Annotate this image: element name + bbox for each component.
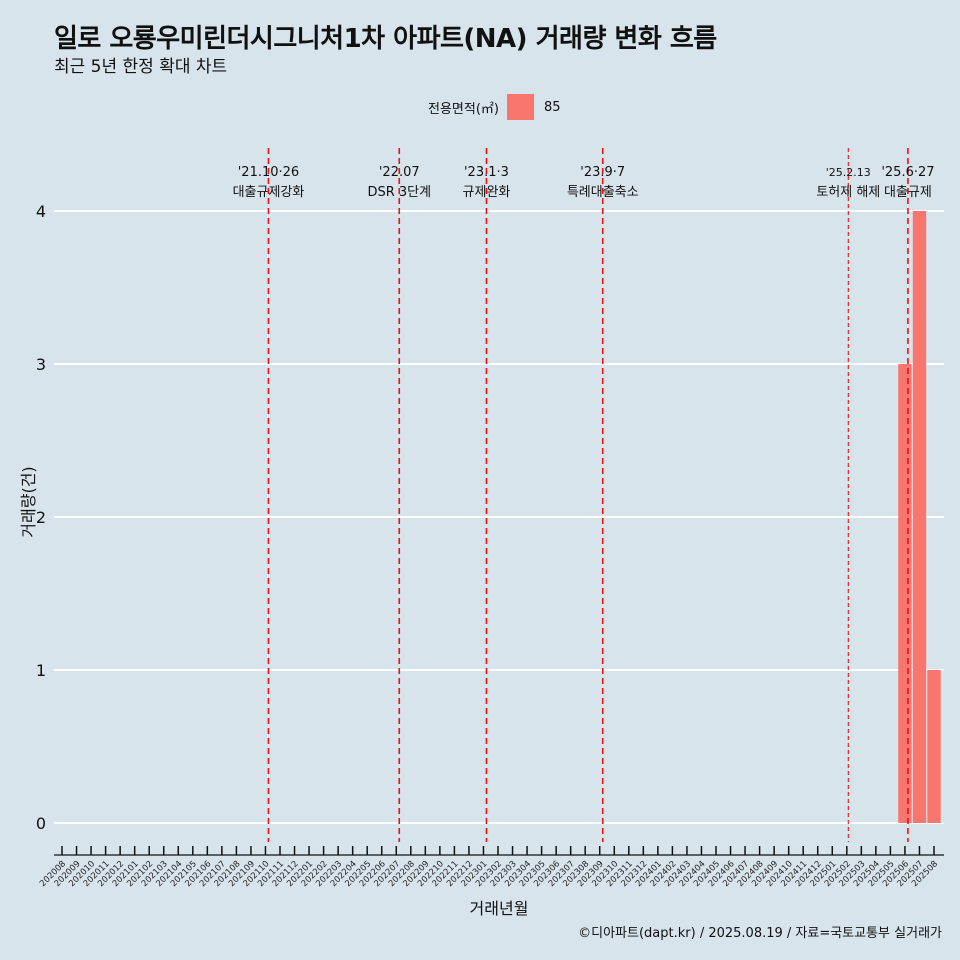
chart-title: 일로 오룡우미린더시그니처1차 아파트(NA) 거래량 변화 흐름 [54,24,717,54]
event-date: '22.07 [379,165,420,180]
event-date: '25.6·27 [881,165,934,180]
legend-title: 전용면적(㎡) [428,101,499,117]
event-label: 토허제 해제 [816,185,880,200]
y-tick-label: 3 [36,355,46,374]
event-date: '25.2.13 [826,166,871,179]
event-label: DSR 3단계 [367,185,431,200]
event-date: '21.10·26 [238,165,299,180]
legend-item-label: 85 [543,99,561,115]
bar [927,670,941,823]
bar [912,211,927,823]
y-tick-label: 0 [36,814,46,833]
y-tick-label: 4 [36,202,46,221]
legend: 전용면적(㎡) 85 [428,94,561,120]
chart-subtitle: 최근 5년 한정 확대 차트 [54,57,228,77]
y-tick-label: 1 [36,661,46,680]
y-axis-title: 거래량(건) [19,466,38,537]
event-date: '23.9·7 [580,165,625,180]
event-label: 규제완화 [463,185,511,200]
event-label: 대출규제 [884,185,932,200]
event-label: 대출규제강화 [233,185,305,200]
event-label: 특례대출축소 [567,185,639,200]
event-date: '23.1·3 [464,165,509,180]
x-axis-title: 거래년월 [470,899,529,918]
source-caption: ©디아파트(dapt.kr) / 2025.08.19 / 자료=국토교통부 실… [578,926,942,941]
y-tick-label: 2 [36,508,46,527]
bar [898,364,912,823]
legend-swatch-85 [506,94,534,120]
